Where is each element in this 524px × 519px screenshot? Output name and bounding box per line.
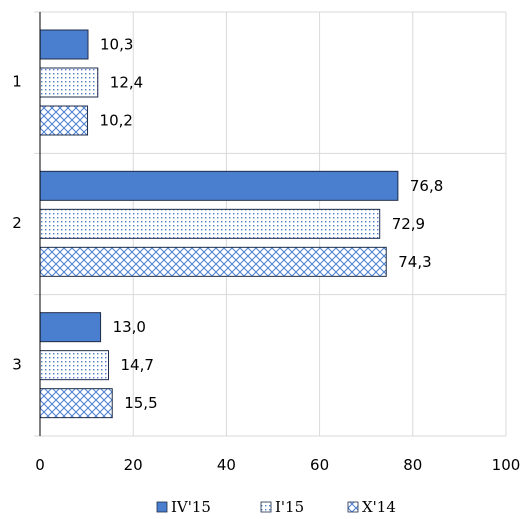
category-separators [34, 11, 506, 437]
data-label: 13,0 [113, 318, 146, 336]
bar-dots-cat-2 [39, 208, 381, 239]
x-tick-label: 60 [310, 456, 329, 474]
x-tick-label: 40 [217, 456, 236, 474]
data-label: 72,9 [392, 215, 425, 233]
legend-label: X'14 [362, 498, 396, 516]
bar-solid-cat-3 [39, 312, 102, 343]
data-label: 12,4 [110, 74, 143, 92]
legend: IV'15 I'15 X'14 [156, 498, 396, 516]
x-tick-label: 20 [124, 456, 143, 474]
bar-solid-cat-1 [39, 29, 89, 60]
data-label: 15,5 [124, 394, 157, 412]
legend-label: IV'15 [171, 498, 211, 516]
y-tick-label: 1 [12, 73, 22, 91]
data-label: 74,3 [398, 253, 431, 271]
x-tick-label: 0 [35, 456, 45, 474]
bar-dots-cat-1 [39, 67, 99, 98]
y-tick-label: 3 [12, 355, 22, 373]
legend-swatch-crosshatch [347, 501, 359, 513]
legend-swatch-dots [260, 501, 272, 513]
x-tick-label: 80 [403, 456, 422, 474]
data-label: 14,7 [121, 356, 154, 374]
bar-crosshatch-cat-1 [39, 105, 89, 136]
bar-crosshatch-cat-3 [39, 388, 113, 419]
data-label: 10,2 [100, 112, 133, 130]
x-tick-label: 100 [492, 456, 521, 474]
bars [39, 29, 399, 419]
y-tick-label: 2 [12, 214, 22, 232]
data-label: 10,3 [100, 36, 133, 54]
legend-swatch-solid [156, 501, 168, 513]
bar-crosshatch-cat-2 [39, 246, 387, 277]
axes: 1 2 3 0 20 40 60 80 100 [12, 12, 520, 474]
data-label: 76,8 [410, 177, 443, 195]
data-labels: 10,3 12,4 10,2 76,8 72,9 74,3 13,0 14,7 15,5 [100, 36, 444, 413]
legend-label: I'15 [275, 498, 304, 516]
bar-solid-cat-2 [39, 170, 399, 201]
bar-dots-cat-3 [39, 350, 110, 381]
